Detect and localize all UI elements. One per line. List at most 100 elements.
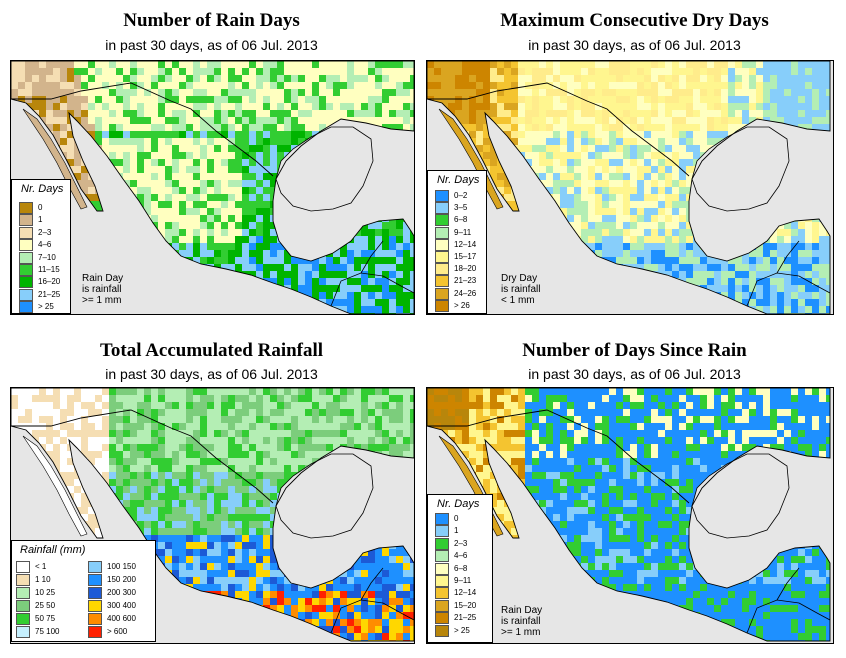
legend-swatch [435, 612, 449, 625]
legend-label: > 26 [454, 300, 470, 310]
legend-label: 11–15 [38, 265, 60, 274]
coastline [427, 61, 831, 314]
legend-swatch [435, 299, 449, 312]
note-line: is rainfall [501, 284, 541, 295]
legend-swatch [19, 202, 33, 214]
us-mexico-border [11, 82, 274, 177]
legend-swatch [435, 202, 449, 215]
note-line: >= 1 mm [82, 295, 122, 306]
legend-swatch [16, 587, 30, 599]
legend-label: 12–14 [454, 239, 477, 249]
legend-label: 300 400 [107, 601, 136, 610]
note-line: >= 1 mm [501, 627, 541, 638]
map-note: Rain Day is rainfall >= 1 mm [82, 273, 123, 306]
legend-label: 18–20 [454, 264, 477, 274]
legend-swatch [435, 599, 449, 612]
legend-swatch [435, 513, 449, 525]
panel-title: Maximum Consecutive Dry Days [500, 10, 769, 31]
legend-label: 9–11 [454, 576, 472, 585]
legend-swatch [435, 587, 449, 600]
legend-label: 0–2 [454, 191, 468, 200]
note-line: Dry Day [501, 273, 538, 284]
coastline [11, 388, 414, 642]
legend-swatch [88, 561, 102, 573]
legend-swatch [435, 214, 449, 227]
panel-subtitle: in past 30 days, as of 06 Jul. 2013 [105, 366, 318, 382]
legend-swatch [19, 239, 33, 252]
note-line: < 1 mm [501, 295, 535, 306]
map-canvas [11, 388, 414, 642]
map-note: Rain Day is rainfall >= 1 mm [501, 605, 542, 638]
gulf-of-mexico [275, 126, 374, 212]
legend-label: 4–6 [454, 551, 468, 561]
baja-california [22, 108, 88, 210]
legend-label: 21–25 [38, 289, 61, 299]
panel-total-rainfall: Total Accumulated Rainfall in past 30 da… [0, 329, 423, 658]
central-america-borders [330, 567, 414, 634]
legend-label: > 25 [38, 302, 54, 312]
legend-label: 400 600 [107, 614, 136, 623]
legend-swatch [16, 574, 30, 586]
legend-swatch [19, 264, 33, 276]
note-line: is rainfall [501, 616, 541, 627]
coastline [11, 61, 414, 314]
gulf-of-mexico [691, 126, 790, 212]
legend-rain-days: Nr. Days 0 1 2–3 4–6 7–10 11–15 16–20 21–25 > 25 [11, 179, 71, 314]
coastline [427, 388, 831, 642]
panel-days-since-rain: Number of Days Since Rain in past 30 day… [423, 329, 846, 658]
legend-swatch [88, 574, 102, 586]
legend-label: < 1 [35, 562, 47, 571]
legend-label: 50 75 [35, 614, 56, 623]
us-mexico-border [427, 82, 690, 177]
legend-swatch [435, 562, 449, 575]
legend-swatch [435, 263, 449, 276]
legend-label: 2–3 [38, 227, 52, 237]
note-line: Rain Day [501, 605, 543, 616]
panel-title: Number of Rain Days [123, 10, 300, 31]
legend-swatch [19, 301, 33, 314]
legend-swatch [435, 275, 449, 288]
legend-swatch [435, 575, 449, 587]
legend-label: 15–20 [454, 600, 477, 610]
legend-swatch [435, 525, 449, 538]
panel-rain-days: Number of Rain Days in past 30 days, as … [0, 0, 423, 329]
legend-label: 75 100 [35, 627, 60, 636]
legend-rainfall: Rainfall (mm) < 1 1 10 10 25 25 50 50 75 75 1… [11, 540, 156, 642]
legend-label: 21–25 [454, 613, 477, 623]
map-dry-days[interactable] [426, 60, 834, 315]
legend-label: 24–26 [454, 288, 477, 298]
legend-label: 7–10 [38, 252, 56, 262]
legend-label: 0 [454, 514, 459, 523]
panel-title: Number of Days Since Rain [522, 340, 747, 361]
legend-label: 6–8 [454, 563, 468, 573]
baja-california [438, 108, 504, 210]
note-line: is rainfall [82, 284, 122, 295]
map-days-since-rain[interactable] [426, 387, 834, 644]
legend-swatch [19, 288, 33, 301]
legend-label: 4–6 [38, 240, 52, 250]
legend-label: 3–5 [454, 203, 468, 213]
gulf-of-mexico [275, 453, 374, 539]
gulf-of-mexico [691, 453, 790, 539]
legend-days-since-rain: Nr. Days 0 1 2–3 4–6 6–8 9–11 12–14 15–20 21–25 >… [427, 494, 493, 643]
legend-swatch [16, 561, 30, 573]
us-mexico-border [11, 409, 274, 504]
legend-swatch [88, 626, 102, 638]
legend-swatch [435, 550, 449, 563]
map-canvas [427, 388, 831, 642]
panel-dry-days: Maximum Consecutive Dry Days in past 30 … [423, 0, 846, 329]
map-rain-days[interactable] [10, 60, 415, 315]
legend-swatch [19, 214, 33, 227]
legend-title: Nr. Days [437, 498, 480, 510]
legend-label: 1 10 [35, 575, 51, 584]
panel-subtitle: in past 30 days, as of 06 Jul. 2013 [528, 37, 741, 53]
legend-swatch [16, 613, 30, 625]
land-grid [11, 388, 414, 641]
map-canvas [11, 61, 414, 314]
legend-label: 1 [454, 526, 459, 536]
legend-label: 0 [38, 203, 43, 212]
legend-label: 16–20 [38, 277, 61, 287]
legend-swatch [19, 226, 33, 239]
legend-swatch [88, 613, 102, 625]
legend-swatch [88, 600, 102, 612]
